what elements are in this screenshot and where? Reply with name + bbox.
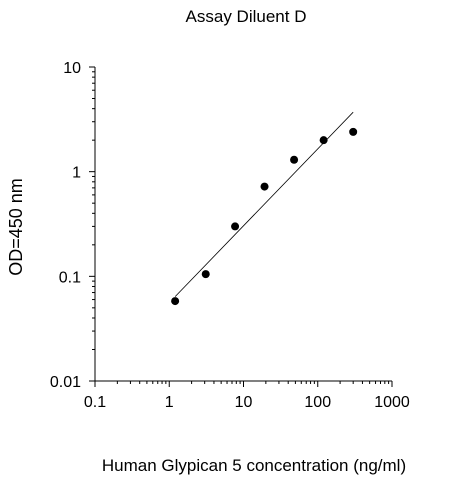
data-point: [231, 222, 240, 231]
data-point: [201, 270, 210, 279]
x-tick-label: 1000: [374, 394, 410, 411]
y-axis-label: OD=450 nm: [6, 178, 26, 276]
x-axis-label: Human Glypican 5 concentration (ng/ml): [102, 456, 406, 475]
data-point: [171, 297, 180, 306]
chart-title: Assay Diluent D: [186, 7, 307, 26]
x-tick-label: 10: [235, 394, 253, 411]
y-tick-label: 0.01: [50, 374, 81, 391]
points-layer: [171, 127, 358, 306]
x-tick-label: 1: [165, 394, 174, 411]
data-point: [260, 182, 269, 191]
data-point: [319, 136, 328, 145]
y-tick-label: 10: [63, 60, 81, 77]
data-point: [290, 155, 299, 164]
x-tick-label: 100: [304, 394, 331, 411]
data-point: [349, 127, 358, 136]
y-tick-label: 1: [72, 165, 81, 182]
x-tick-label: 0.1: [84, 394, 106, 411]
y-tick-label: 0.1: [59, 269, 81, 286]
